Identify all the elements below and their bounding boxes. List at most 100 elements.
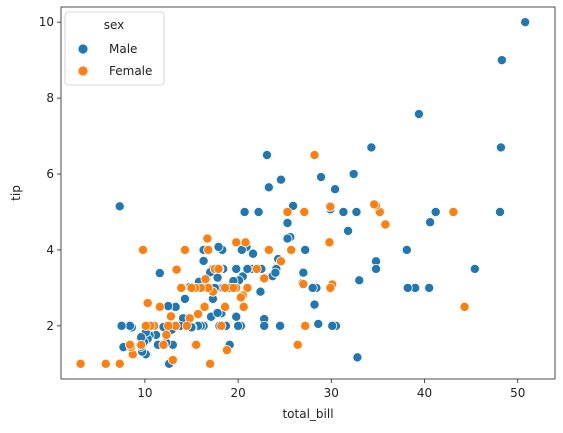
data-point-male [263, 182, 274, 193]
data-point-female [309, 150, 320, 161]
data-point-female [154, 301, 165, 312]
data-point-female [298, 279, 309, 290]
data-point-male [327, 320, 338, 331]
data-point-male [179, 293, 190, 304]
data-point-female [124, 339, 135, 350]
data-point-male [316, 172, 327, 183]
data-point-female [186, 282, 197, 293]
plot-frame [60, 6, 556, 380]
data-point-female [231, 237, 242, 248]
data-point-female [179, 244, 190, 255]
data-point-female [300, 320, 311, 331]
data-point-male [239, 206, 250, 217]
y-axis-label: tip [9, 185, 23, 201]
x-axis-label: total_bill [282, 407, 333, 421]
data-point-female [240, 237, 251, 248]
legend-label-female: Female [109, 64, 152, 78]
data-point-female [100, 358, 111, 369]
points-layer [75, 17, 531, 369]
y-axis-ticks: 2 4 6 8 10 [39, 15, 61, 333]
data-point-male [255, 286, 266, 297]
data-point-female [220, 282, 231, 293]
data-point-female [216, 320, 227, 331]
data-point-male [116, 320, 127, 331]
data-point-female [221, 345, 232, 356]
data-point-male [354, 275, 365, 286]
data-point-male [496, 55, 507, 66]
data-point-male [371, 263, 382, 274]
data-point-male [313, 318, 324, 329]
data-point-female [299, 206, 310, 217]
data-point-female [167, 355, 178, 366]
data-point-female [238, 301, 249, 312]
data-point-female [282, 206, 293, 217]
data-point-female [205, 358, 216, 369]
data-point-female [75, 358, 86, 369]
y-tick-label: 6 [46, 167, 54, 181]
data-point-male [348, 169, 359, 180]
data-point-male [351, 206, 362, 217]
data-point-female [138, 244, 149, 255]
data-point-female [242, 282, 253, 293]
data-point-male [309, 299, 320, 310]
data-point-male [298, 267, 309, 278]
data-point-male [343, 225, 354, 236]
x-tick-label: 50 [510, 386, 525, 400]
data-point-female [259, 273, 270, 284]
data-point-female [203, 244, 214, 255]
data-point-female [163, 320, 174, 331]
legend-marker-male [77, 43, 89, 55]
data-point-female [161, 329, 172, 340]
data-point-female [136, 339, 147, 350]
data-point-female [325, 201, 336, 212]
legend: sex Male Female [64, 11, 165, 86]
x-axis-ticks: 10 20 30 40 50 [137, 379, 525, 400]
legend-label-male: Male [109, 42, 137, 56]
data-point-male [282, 217, 293, 228]
x-tick-label: 30 [324, 386, 339, 400]
data-point-female [176, 282, 187, 293]
data-point-male [338, 206, 349, 217]
data-point-female [263, 244, 274, 255]
data-point-male [366, 142, 377, 153]
data-point-male [212, 307, 223, 318]
data-point-male [282, 233, 293, 244]
data-point-male [233, 320, 244, 331]
data-point-male [352, 352, 363, 363]
data-point-female [200, 274, 211, 285]
x-tick-label: 40 [417, 386, 432, 400]
x-tick-label: 20 [230, 386, 245, 400]
data-point-male [495, 206, 506, 217]
data-point-male [430, 206, 441, 217]
data-point-female [181, 320, 192, 331]
data-point-male [307, 282, 318, 293]
data-point-male [124, 320, 135, 331]
data-point-female [292, 339, 303, 350]
x-tick-label: 10 [137, 386, 152, 400]
data-point-male [425, 217, 436, 228]
data-point-male [288, 200, 299, 211]
data-point-male [469, 263, 480, 274]
legend-box [64, 11, 165, 86]
data-point-male [248, 248, 259, 259]
data-point-female [142, 298, 153, 309]
data-point-female [193, 309, 204, 320]
data-point-female [171, 264, 182, 275]
legend-marker-female [77, 65, 89, 77]
data-point-male [401, 244, 412, 255]
data-point-female [158, 339, 169, 350]
data-point-male [402, 282, 413, 293]
legend-title: sex [104, 18, 125, 32]
data-point-male [259, 320, 270, 331]
data-point-female [213, 263, 224, 274]
data-point-male [253, 206, 264, 217]
data-point-male [300, 244, 311, 255]
data-point-male [198, 255, 209, 266]
data-point-male [231, 263, 242, 274]
data-point-female [448, 206, 459, 217]
data-point-male [163, 301, 174, 312]
data-point-female [191, 339, 202, 350]
data-point-male [270, 267, 281, 278]
data-point-female [275, 256, 286, 267]
